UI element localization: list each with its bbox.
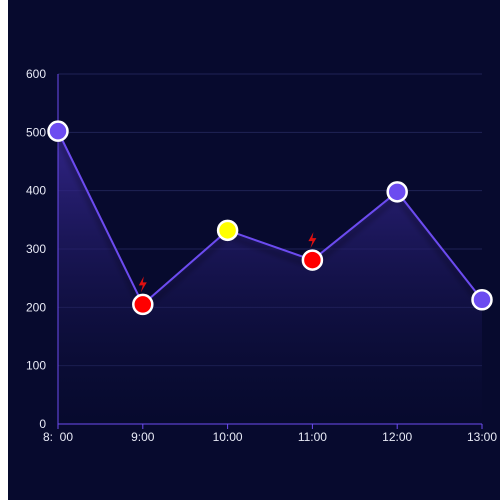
data-point [386,181,408,203]
y-tick-label: 500 [26,125,46,139]
line-area-chart: 0 100 200 300 400 500 600 8: 00 9:00 10:00 11:00 12… [26,67,497,444]
x-tick-label: 8: 00 [43,430,73,444]
x-tick-label: 10:00 [213,430,243,444]
data-point [47,120,69,142]
x-tick-label: 9:00 [131,430,155,444]
data-point [301,249,324,271]
area-fill [58,131,482,424]
y-tick-label: 300 [26,242,46,256]
y-tick-label: 100 [26,359,46,373]
lightning-alert-icon [138,276,147,293]
y-tick-label: 400 [26,184,46,198]
series-line-group [57,130,483,307]
data-point [132,293,154,316]
x-tick-label: 11:00 [298,430,327,444]
series-line [57,130,483,307]
y-tick-label: 200 [26,300,46,314]
data-point [216,219,239,242]
data-point [471,289,493,311]
tick-labels: 0 100 200 300 400 500 600 8: 00 9:00 10:00 11:00 12… [26,67,497,444]
alert-markers [138,232,317,293]
x-tick-label: 12:00 [382,430,412,444]
y-tick-label: 600 [26,67,46,81]
series-area [58,131,482,424]
x-tick-label: 13:00 [467,430,497,444]
chart-panel: 0 100 200 300 400 500 600 8: 00 9:00 10:00 11:00 12… [8,0,500,500]
y-tick-label: 0 [39,417,46,431]
data-points [47,120,493,316]
lightning-alert-icon [308,232,317,249]
